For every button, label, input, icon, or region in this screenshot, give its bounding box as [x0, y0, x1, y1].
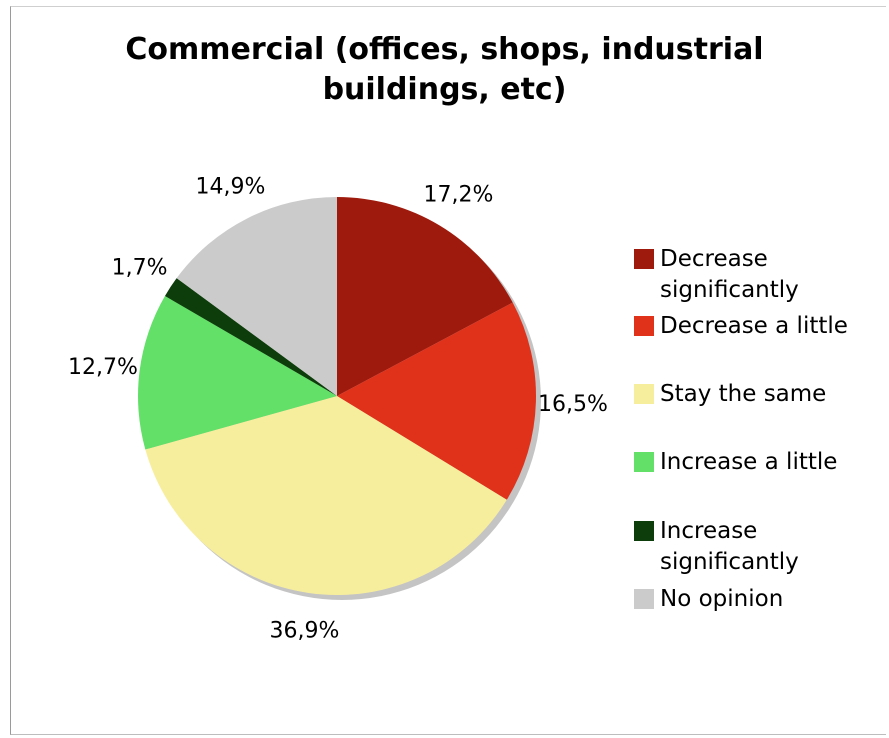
legend-label-line: Increase	[660, 518, 758, 544]
pie-slice-6	[176, 197, 337, 396]
legend-swatch-4	[634, 452, 654, 472]
legend-label-line: Stay the same	[660, 381, 827, 407]
legend-label-line: No opinion	[660, 586, 784, 612]
pie-data-label-3: 36,9%	[269, 619, 339, 644]
pie-data-label-6: 14,9%	[195, 174, 265, 199]
legend-label-line: significantly	[660, 277, 799, 303]
pie-data-labels: 17,2% 16,5% 36,9% 12,7% 1,7% 14,9%	[68, 174, 608, 643]
pie-data-label-5: 1,7%	[112, 256, 168, 281]
pie-data-label-4: 12,7%	[68, 355, 138, 380]
legend-label-1: Decrease significantly	[660, 244, 884, 306]
legend-label-3: Stay the same	[660, 379, 884, 410]
legend-label-line: Decrease	[660, 246, 768, 272]
legend-label-line: Increase a little	[660, 449, 838, 475]
legend-swatch-5	[634, 521, 654, 541]
pie-slice-3	[145, 396, 507, 595]
legend-label-2: Decrease a little	[660, 311, 884, 342]
legend-swatch-2	[634, 316, 654, 336]
chart-title-line-1: Commercial (offices, shops, industrial	[125, 32, 764, 67]
pie-slice-4	[138, 295, 337, 450]
legend-label-line: significantly	[660, 549, 799, 575]
legend-swatch-3	[634, 384, 654, 404]
legend-label-4: Increase a little	[660, 447, 884, 478]
pie-slice-5	[164, 278, 337, 396]
chart-title-line-2: buildings, etc)	[322, 72, 567, 107]
pie-slices	[138, 197, 536, 595]
legend-label-line: Decrease a little	[660, 313, 848, 339]
legend-label-5: Increase significantly	[660, 516, 884, 578]
pie-slice-1	[337, 197, 513, 396]
pie-data-label-1: 17,2%	[424, 183, 494, 208]
legend-label-6: No opinion	[660, 584, 884, 615]
legend-swatch-6	[634, 589, 654, 609]
legend-swatch-1	[634, 249, 654, 269]
pie-data-label-2: 16,5%	[538, 392, 608, 417]
chart-title: Commercial (offices, shops, industrial b…	[0, 30, 889, 110]
pie-slice-2	[337, 302, 536, 500]
